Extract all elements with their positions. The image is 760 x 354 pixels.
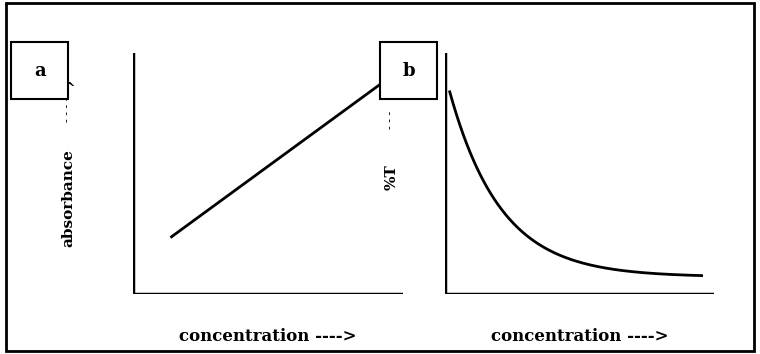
Text: a: a: [34, 62, 46, 80]
Text: ^: ^: [62, 81, 74, 96]
Text: ^: ^: [385, 92, 397, 106]
Text: %T: %T: [385, 164, 398, 190]
Text: b: b: [402, 62, 415, 80]
Text: concentration ---->: concentration ---->: [491, 327, 668, 344]
Text: - - -: - - -: [386, 111, 397, 130]
Text: absorbance: absorbance: [62, 149, 75, 247]
Text: - - - -: - - - -: [63, 97, 74, 122]
Text: concentration ---->: concentration ---->: [179, 327, 356, 344]
